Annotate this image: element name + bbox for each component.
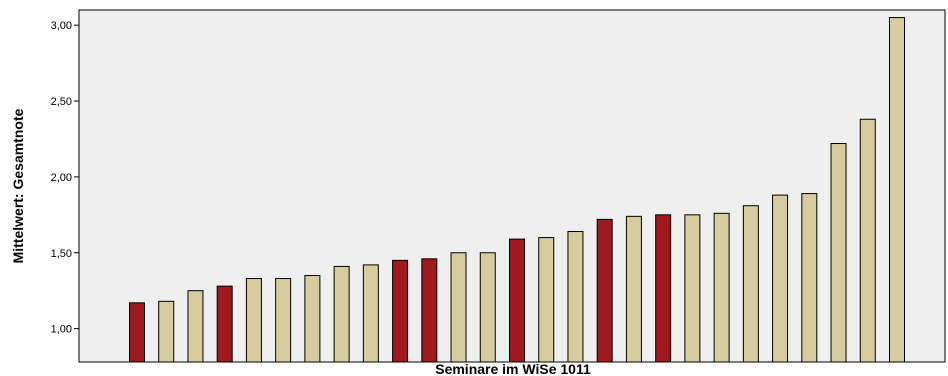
bar-highlighted xyxy=(596,218,613,363)
bar xyxy=(830,143,847,363)
y-tick-label: 1,50 xyxy=(51,248,72,260)
bar xyxy=(450,252,467,363)
bar xyxy=(333,265,350,363)
y-axis-title: Mittelwert: Gesamtnote xyxy=(10,108,26,263)
bar-highlighted xyxy=(655,214,672,363)
bar xyxy=(245,278,262,363)
bar xyxy=(625,215,642,363)
bar xyxy=(479,252,496,363)
bar xyxy=(801,193,818,363)
bar xyxy=(538,237,555,363)
y-tick-label: 3,00 xyxy=(51,20,72,32)
bar xyxy=(158,300,175,363)
bar xyxy=(362,264,379,363)
bar xyxy=(889,17,905,363)
bar-highlighted xyxy=(216,285,233,363)
y-axis: 1,00 1,50 2,00 2,50 3,00 xyxy=(51,20,79,336)
y-tick-label: 2,50 xyxy=(51,96,72,108)
bar xyxy=(713,212,730,363)
bar xyxy=(567,231,584,363)
y-tick-label: 1,00 xyxy=(51,324,72,336)
bar xyxy=(304,275,321,363)
x-axis-title: Seminare im WiSe 1011 xyxy=(435,361,591,376)
bar xyxy=(742,205,759,363)
y-tick-label: 2,00 xyxy=(51,172,72,184)
bar-highlighted xyxy=(509,238,525,363)
bar xyxy=(187,290,204,363)
bar xyxy=(684,214,701,363)
bar-highlighted xyxy=(421,258,438,363)
bar xyxy=(859,118,876,363)
bar xyxy=(275,278,292,363)
bar-highlighted xyxy=(129,302,145,363)
bars xyxy=(129,17,905,363)
bar xyxy=(772,194,789,363)
bar-highlighted xyxy=(392,259,409,363)
